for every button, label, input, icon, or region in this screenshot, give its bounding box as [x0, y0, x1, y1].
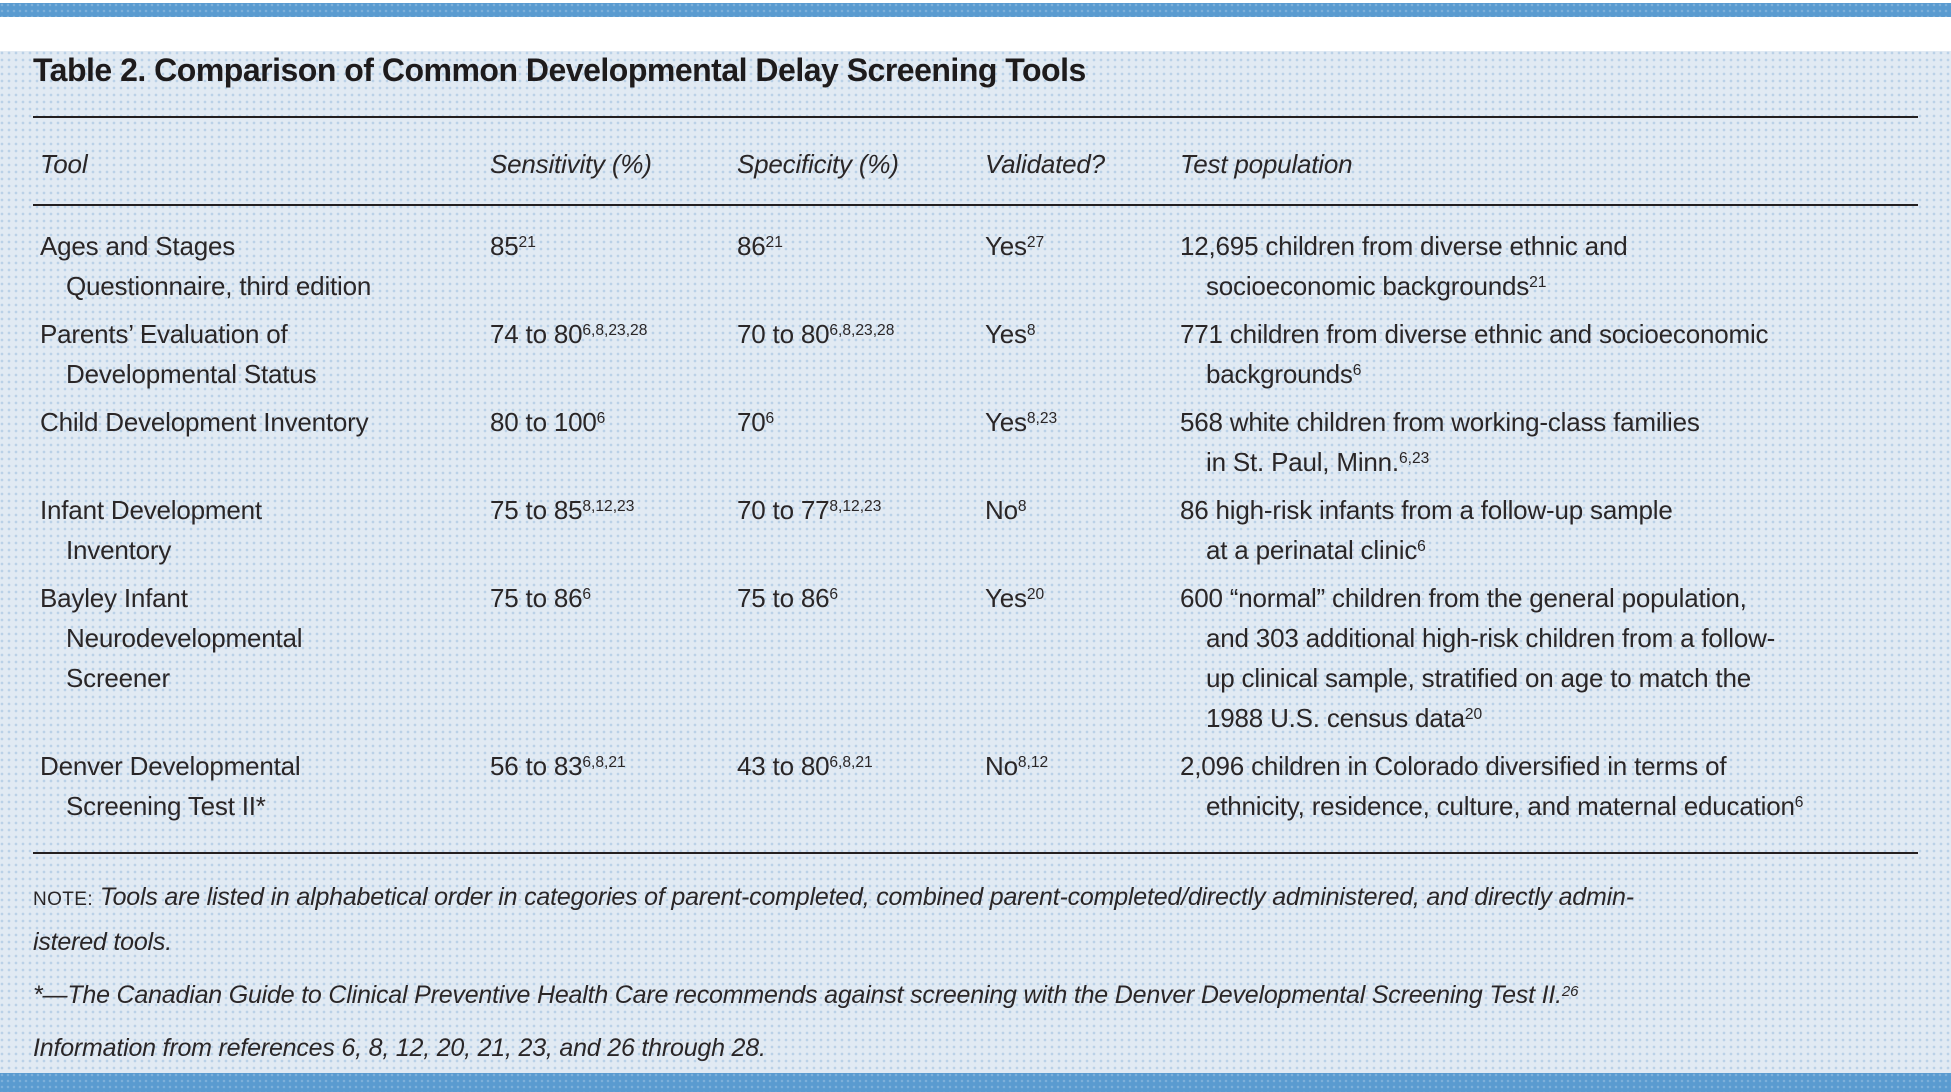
- cell-sensitivity: 75 to 866: [490, 583, 592, 613]
- cell-population: 12,695 children from diverse ethnic and s…: [1180, 231, 1628, 301]
- cell-tool: Ages and Stages Questionnaire, third edit…: [40, 231, 372, 301]
- column-header-tool: Tool: [40, 149, 88, 179]
- table-title: Table 2. Comparison of Common Developmen…: [33, 52, 1086, 88]
- cell-validated: No8: [985, 495, 1027, 525]
- cell-specificity: 75 to 866: [737, 583, 839, 613]
- table-footnote: *—The Canadian Guide to Clinical Prevent…: [33, 981, 1579, 1009]
- table-row: Infant Development Inventory 75 to 858,12…: [33, 490, 1918, 570]
- table-row: Denver Developmental Screening Test II* 5…: [33, 746, 1918, 826]
- table-row: Parents’ Evaluation of Developmental Stat…: [33, 314, 1918, 394]
- top-accent-bar: [0, 3, 1951, 17]
- cell-validated: Yes8: [985, 319, 1036, 349]
- cell-specificity: 706: [737, 407, 775, 437]
- cell-population: 568 white children from working-class fa…: [1180, 407, 1700, 477]
- horizontal-rule: [33, 852, 1918, 854]
- cell-sensitivity: 75 to 858,12,23: [490, 495, 635, 525]
- cell-population: 600 “normal” children from the general p…: [1180, 583, 1776, 733]
- cell-tool: Child Development Inventory: [40, 407, 369, 437]
- column-header-specificity: Specificity (%): [737, 149, 899, 179]
- table-row: Ages and Stages Questionnaire, third edit…: [33, 226, 1918, 306]
- cell-validated: Yes20: [985, 583, 1045, 613]
- cell-population: 86 high-risk infants from a follow-up sa…: [1180, 495, 1673, 565]
- column-header-validated: Validated?: [985, 149, 1105, 179]
- table-panel: Table 2. Comparison of Common Developmen…: [0, 51, 1951, 1092]
- cell-specificity: 70 to 806,8,23,28: [737, 319, 895, 349]
- cell-population: 2,096 children in Colorado diversified i…: [1180, 751, 1804, 821]
- cell-validated: No8,12: [985, 751, 1049, 781]
- table-source: Information from references 6, 8, 12, 20…: [33, 1034, 766, 1062]
- cell-sensitivity: 74 to 806,8,23,28: [490, 319, 648, 349]
- cell-validated: Yes8,23: [985, 407, 1058, 437]
- column-header-sensitivity: Sensitivity (%): [490, 149, 652, 179]
- cell-sensitivity: 56 to 836,8,21: [490, 751, 626, 781]
- note-text: Tools are listed in alphabetical order i…: [33, 883, 1634, 956]
- table-notes: NOTE: Tools are listed in alphabetical o…: [33, 876, 1918, 1069]
- cell-specificity: 70 to 778,12,23: [737, 495, 882, 525]
- note-label: NOTE:: [33, 889, 94, 910]
- cell-population: 771 children from diverse ethnic and soc…: [1180, 319, 1769, 389]
- table-row: Child Development Inventory 80 to 1006 7…: [33, 402, 1918, 482]
- cell-sensitivity: 8521: [490, 231, 536, 261]
- column-header-test-population: Test population: [1180, 149, 1353, 179]
- cell-specificity: 43 to 806,8,21: [737, 751, 873, 781]
- cell-tool: Parents’ Evaluation of Developmental Stat…: [40, 319, 317, 389]
- cell-tool: Bayley Infant Neurodevelopmental Screener: [40, 583, 303, 693]
- table-row: Bayley Infant Neurodevelopmental Screener …: [33, 578, 1918, 738]
- cell-sensitivity: 80 to 1006: [490, 407, 606, 437]
- table-note: NOTE: Tools are listed in alphabetical o…: [33, 876, 1918, 963]
- table-body: Ages and Stages Questionnaire, third edit…: [33, 226, 1918, 826]
- table-header-row: Tool Sensitivity (%) Specificity (%) Val…: [33, 144, 1918, 184]
- cell-validated: Yes27: [985, 231, 1045, 261]
- cell-tool: Infant Development Inventory: [40, 495, 262, 565]
- horizontal-rule: [33, 204, 1918, 206]
- cell-tool: Denver Developmental Screening Test II*: [40, 751, 301, 821]
- bottom-accent-bar: [0, 1073, 1951, 1092]
- cell-specificity: 8621: [737, 231, 783, 261]
- horizontal-rule: [33, 116, 1918, 118]
